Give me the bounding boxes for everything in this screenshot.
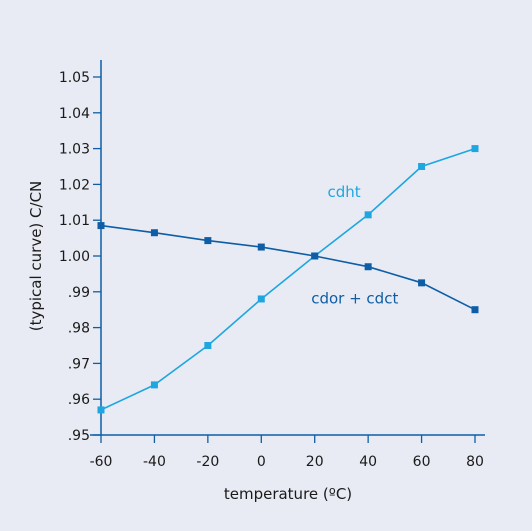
series-line-0 bbox=[100, 147, 476, 411]
series-layer bbox=[97, 145, 479, 414]
data-point-marker bbox=[204, 237, 212, 245]
series-line-1 bbox=[100, 224, 476, 311]
y-ticks: .95 .96 .97 .98 .99 1.00 1.01 1.02 1.03 1.04 1.05 bbox=[59, 70, 101, 444]
series-label-cdht: cdht bbox=[328, 183, 361, 201]
data-point-marker bbox=[97, 406, 105, 414]
x-tick-label: 20 bbox=[306, 454, 324, 470]
axes bbox=[90, 60, 485, 436]
y-tick-label: 1.02 bbox=[59, 177, 90, 193]
y-tick-label: 1.00 bbox=[59, 249, 90, 265]
y-tick-label: 1.04 bbox=[59, 106, 90, 122]
data-point-marker bbox=[364, 263, 372, 271]
y-tick-label: .95 bbox=[68, 428, 90, 444]
x-tick-label: -40 bbox=[143, 454, 166, 470]
data-point-marker bbox=[257, 295, 265, 303]
y-tick-label: .98 bbox=[68, 321, 90, 337]
x-ticks: -60 -40 -20 0 20 40 60 80 bbox=[90, 435, 484, 470]
y-tick-label: .96 bbox=[68, 392, 90, 408]
y-tick-label: .97 bbox=[68, 356, 90, 372]
x-tick-label: 80 bbox=[466, 454, 484, 470]
data-point-marker bbox=[204, 342, 212, 349]
x-tick-label: 40 bbox=[359, 454, 377, 470]
y-tick-label: 1.01 bbox=[59, 213, 90, 229]
data-point-marker bbox=[257, 243, 265, 251]
x-tick-label: -20 bbox=[196, 454, 219, 470]
y-tick-label: .99 bbox=[68, 285, 90, 301]
x-tick-label: 60 bbox=[413, 454, 431, 470]
x-tick-label: -60 bbox=[90, 454, 113, 470]
data-point-marker bbox=[150, 381, 158, 389]
data-point-marker bbox=[364, 211, 372, 219]
data-point-marker bbox=[471, 306, 479, 314]
data-point-marker bbox=[471, 145, 479, 153]
series-labels: cdht cdor + cdct bbox=[311, 183, 398, 307]
x-tick-label: 0 bbox=[257, 454, 266, 470]
data-point-marker bbox=[418, 163, 426, 170]
y-tick-label: 1.03 bbox=[59, 142, 90, 158]
data-point-marker bbox=[311, 252, 319, 260]
data-point-marker bbox=[150, 229, 158, 237]
x-axis-title: temperature (ºC) bbox=[224, 485, 352, 503]
y-axis-title: (typical curve) C/CN bbox=[27, 181, 45, 332]
data-point-marker bbox=[97, 222, 105, 230]
data-point-marker bbox=[418, 279, 426, 287]
y-tick-label: 1.05 bbox=[59, 70, 90, 86]
series-label-cdor-cdct: cdor + cdct bbox=[311, 289, 398, 307]
